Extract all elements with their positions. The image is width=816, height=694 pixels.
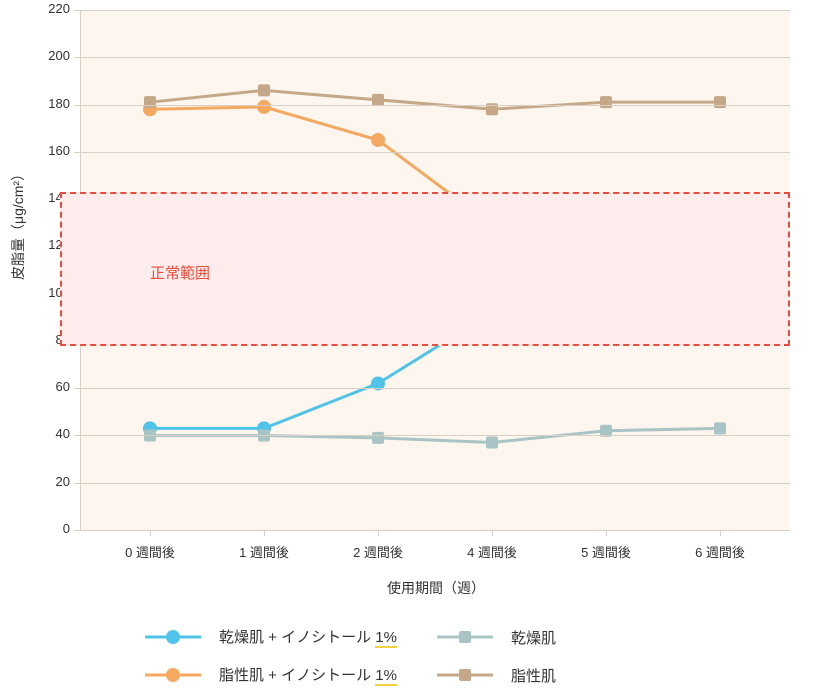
legend-item: 乾燥肌 xyxy=(437,626,689,648)
normal-range-label: 正常範囲 xyxy=(150,262,210,283)
x-tick-mark xyxy=(492,530,493,536)
legend-label: 脂性肌 xyxy=(511,665,556,686)
y-tick-label: 160 xyxy=(36,143,70,158)
series-marker xyxy=(486,437,498,449)
y-tick-label: 200 xyxy=(36,48,70,63)
legend-label: 乾燥肌 + イノシトール 1% xyxy=(219,626,397,648)
x-tick-label: 4 週間後 xyxy=(447,542,537,561)
y-tick-label: 220 xyxy=(36,1,70,16)
series-marker xyxy=(714,96,726,108)
series-marker xyxy=(714,422,726,434)
y-gridline xyxy=(80,483,790,484)
series-marker xyxy=(372,432,384,444)
y-tick-label: 180 xyxy=(36,96,70,111)
legend-label: 脂性肌 + イノシトール 1% xyxy=(219,664,397,686)
legend-swatch xyxy=(145,629,201,645)
x-tick-label: 5 週間後 xyxy=(561,542,651,561)
x-tick-label: 1 週間後 xyxy=(219,542,309,561)
series-marker xyxy=(600,96,612,108)
x-tick-label: 6 週間後 xyxy=(675,542,765,561)
legend-swatch xyxy=(437,667,493,683)
y-gridline xyxy=(80,435,790,436)
y-gridline xyxy=(80,388,790,389)
chart-container: 皮脂量（μg/cm²） 使用期間（週） 02040608010012014016… xyxy=(0,0,816,694)
x-tick-mark xyxy=(606,530,607,536)
x-tick-label: 0 週間後 xyxy=(105,542,195,561)
y-tick-label: 0 xyxy=(36,521,70,536)
legend-item: 脂性肌 + イノシトール 1% xyxy=(145,664,397,686)
legend-label: 乾燥肌 xyxy=(511,627,556,648)
x-tick-mark xyxy=(720,530,721,536)
x-tick-mark xyxy=(264,530,265,536)
legend-item: 乾燥肌 + イノシトール 1% xyxy=(145,626,397,648)
x-tick-mark xyxy=(150,530,151,536)
y-tick-label: 60 xyxy=(36,379,70,394)
y-gridline xyxy=(80,57,790,58)
x-tick-label: 2 週間後 xyxy=(333,542,423,561)
x-tick-mark xyxy=(378,530,379,536)
y-gridline xyxy=(80,10,790,11)
series-marker xyxy=(371,133,385,147)
x-axis-line xyxy=(80,530,790,531)
series-marker xyxy=(257,100,271,114)
y-tick-label: 40 xyxy=(36,426,70,441)
series-marker xyxy=(144,96,156,108)
y-gridline xyxy=(80,105,790,106)
legend-swatch xyxy=(437,629,493,645)
y-gridline xyxy=(80,152,790,153)
legend: 乾燥肌 + イノシトール 1% 乾燥肌脂性肌 + イノシトール 1% 脂性肌 xyxy=(145,626,689,686)
legend-swatch xyxy=(145,667,201,683)
y-tick-label: 20 xyxy=(36,474,70,489)
legend-item: 脂性肌 xyxy=(437,664,689,686)
series-marker xyxy=(258,84,270,96)
